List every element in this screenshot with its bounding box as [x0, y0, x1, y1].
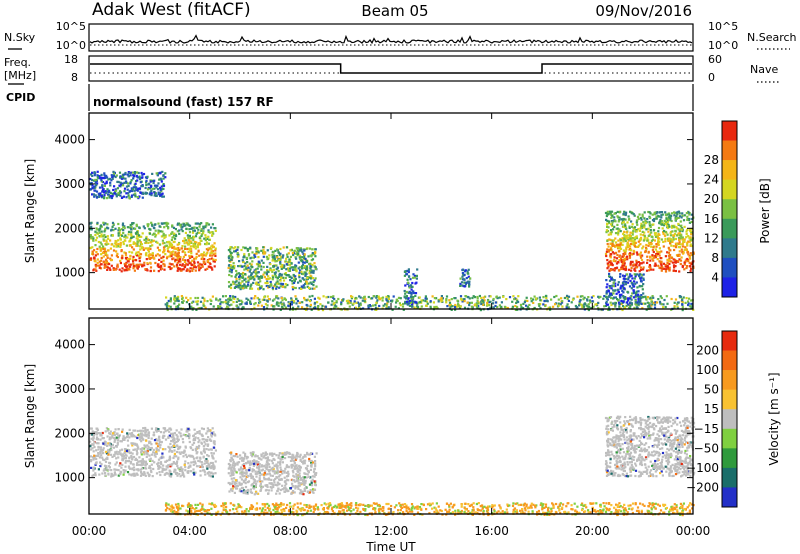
velocity-colorbar-segment: [722, 487, 737, 508]
power-ylabel: Slant Range [km]: [23, 159, 37, 263]
power-colorbar-segment: [722, 140, 737, 161]
velocity-colorbar-tick: −50: [694, 441, 719, 455]
power-echo-region-1: [89, 170, 167, 200]
noise-right-tick-top: 10^5: [708, 20, 738, 33]
power-echo-region-0: [89, 221, 217, 273]
power-colorbar-segment: [722, 179, 737, 200]
freq-tick-top: 18: [64, 53, 78, 66]
noise-sky-line: [89, 34, 693, 45]
x-tick-label: 04:00: [172, 524, 207, 538]
velocity-colorbar-segment: [722, 467, 737, 488]
power-colorbar-segment: [722, 238, 737, 259]
noise-right-tick-bottom: 10^0: [708, 39, 738, 52]
velocity-colorbar-segment: [722, 389, 737, 410]
x-tick-label: 00:00: [676, 524, 711, 538]
velocity-colorbar-segment: [722, 350, 737, 371]
power-panel: Slant Range [km] 1000 2000 3000 4000: [23, 112, 695, 312]
frequency-line: [90, 63, 692, 74]
power-colorbar-segment: [722, 218, 737, 239]
velocity-colorbar-tick: 100: [696, 363, 719, 377]
nave-tick-bottom: 0: [708, 71, 715, 84]
velocity-ytick-label: 2000: [54, 426, 85, 440]
cpid-label: CPID: [6, 91, 35, 104]
x-tick-label: 00:00: [72, 524, 107, 538]
power-echo-region-7: [605, 272, 645, 306]
power-colorbar-segment: [722, 199, 737, 220]
velocity-colorbar-tick: −100: [686, 461, 719, 475]
power-colorbar-tick: 16: [704, 212, 719, 226]
power-colorbar-tick: 24: [704, 173, 719, 187]
power-colorbar: 4 8 12 16 20 24 28 Power [dB]: [704, 120, 772, 298]
power-ytick-label: 3000: [54, 177, 85, 191]
velocity-colorbar-tick: 200: [696, 344, 719, 358]
noise-trace: [89, 34, 693, 46]
velocity-colorbar-segment: [722, 428, 737, 449]
x-axis-label: Time UT: [365, 540, 416, 554]
velocity-yticks: 1000 2000 3000 4000: [54, 338, 693, 485]
velocity-panel: Slant Range [km] 1000 2000 3000 4000: [23, 317, 696, 517]
power-colorbar-label: Power [dB]: [758, 178, 772, 243]
velocity-ytick-label: 3000: [54, 382, 85, 396]
station-title: Adak West (fitACF): [92, 0, 251, 20]
power-ytick-label: 2000: [54, 221, 85, 235]
date-title: 09/Nov/2016: [595, 2, 692, 20]
cpid-value: normalsound (fast) 157 RF: [93, 95, 274, 109]
power-echo-region-5: [459, 268, 472, 288]
noise-left-tick-bottom: 10^0: [56, 39, 86, 52]
power-colorbar-tick: 20: [704, 192, 719, 206]
power-echo-region-2: [227, 246, 318, 291]
velocity-ytick-label: 4000: [54, 338, 85, 352]
power-yticks: 1000 2000 3000 4000: [54, 133, 693, 280]
power-colorbar-segment: [722, 160, 737, 180]
velocity-colorbar: 200 100 50 15 −15 −50 −100 −200 Velocity [m s⁻¹…: [686, 330, 781, 508]
velocity-colorbar-tick: −15: [694, 422, 719, 436]
velocity-colorbar-segment: [722, 448, 737, 469]
frequency-strip: Freq. [MHz] 18 8 60 0 Nave: [4, 53, 780, 85]
freq-tick-bottom: 8: [71, 71, 78, 84]
velocity-colorbar-tick: 15: [704, 402, 719, 416]
power-echoes: [89, 170, 695, 312]
velocity-echo-region-1: [227, 451, 318, 496]
frequency-trace: [90, 63, 692, 74]
nave-tick-top: 60: [708, 53, 722, 66]
velocity-colorbar-segment: [722, 331, 737, 351]
noise-search-label: N.Search: [747, 31, 797, 44]
velocity-colorbar-segment: [722, 409, 737, 430]
power-colorbar-segment: [722, 121, 737, 141]
noise-sky-label: N.Sky: [4, 31, 36, 44]
power-colorbar-tick: 12: [704, 231, 719, 245]
power-colorbar-segment: [722, 257, 737, 278]
velocity-echo-region-0: [89, 426, 217, 478]
power-echo-region-6: [604, 210, 695, 273]
velocity-echo-region-3: [604, 415, 696, 478]
power-colorbar-tick: 28: [704, 153, 719, 167]
velocity-colorbar-tick: 50: [704, 383, 719, 397]
noise-left-tick-top: 10^5: [56, 20, 86, 33]
velocity-colorbar-label: Velocity [m s⁻¹]: [767, 372, 781, 465]
x-tick-label: 16:00: [474, 524, 509, 538]
cpid-strip: CPID normalsound (fast) 157 RF: [6, 84, 694, 111]
velocity-colorbar-tick: −200: [686, 480, 719, 494]
nave-label: Nave: [750, 63, 778, 76]
freq-label: Freq.: [4, 56, 31, 69]
velocity-ylabel: Slant Range [km]: [23, 364, 37, 468]
velocity-echoes: [89, 415, 696, 517]
power-colorbar-segment: [722, 277, 737, 298]
x-axis: 00:00 04:00 08:00 12:00 16:00 20:00 00:00: [72, 113, 711, 538]
beam-title: Beam 05: [361, 2, 428, 20]
x-tick-label: 12:00: [374, 524, 409, 538]
power-ytick-label: 1000: [54, 266, 85, 280]
power-colorbar-tick: 8: [711, 251, 719, 265]
velocity-colorbar-segment: [722, 370, 737, 390]
x-tick-label: 08:00: [273, 524, 308, 538]
power-ytick-label: 4000: [54, 133, 85, 147]
power-echo-region-4: [403, 268, 419, 306]
freq-unit-label: [MHz]: [4, 69, 36, 82]
noise-strip: N.Sky 10^5 10^0 10^5 10^0 N.Search: [4, 20, 797, 52]
power-colorbar-tick: 4: [711, 270, 719, 284]
x-tick-label: 20:00: [575, 524, 610, 538]
velocity-ytick-label: 1000: [54, 471, 85, 485]
